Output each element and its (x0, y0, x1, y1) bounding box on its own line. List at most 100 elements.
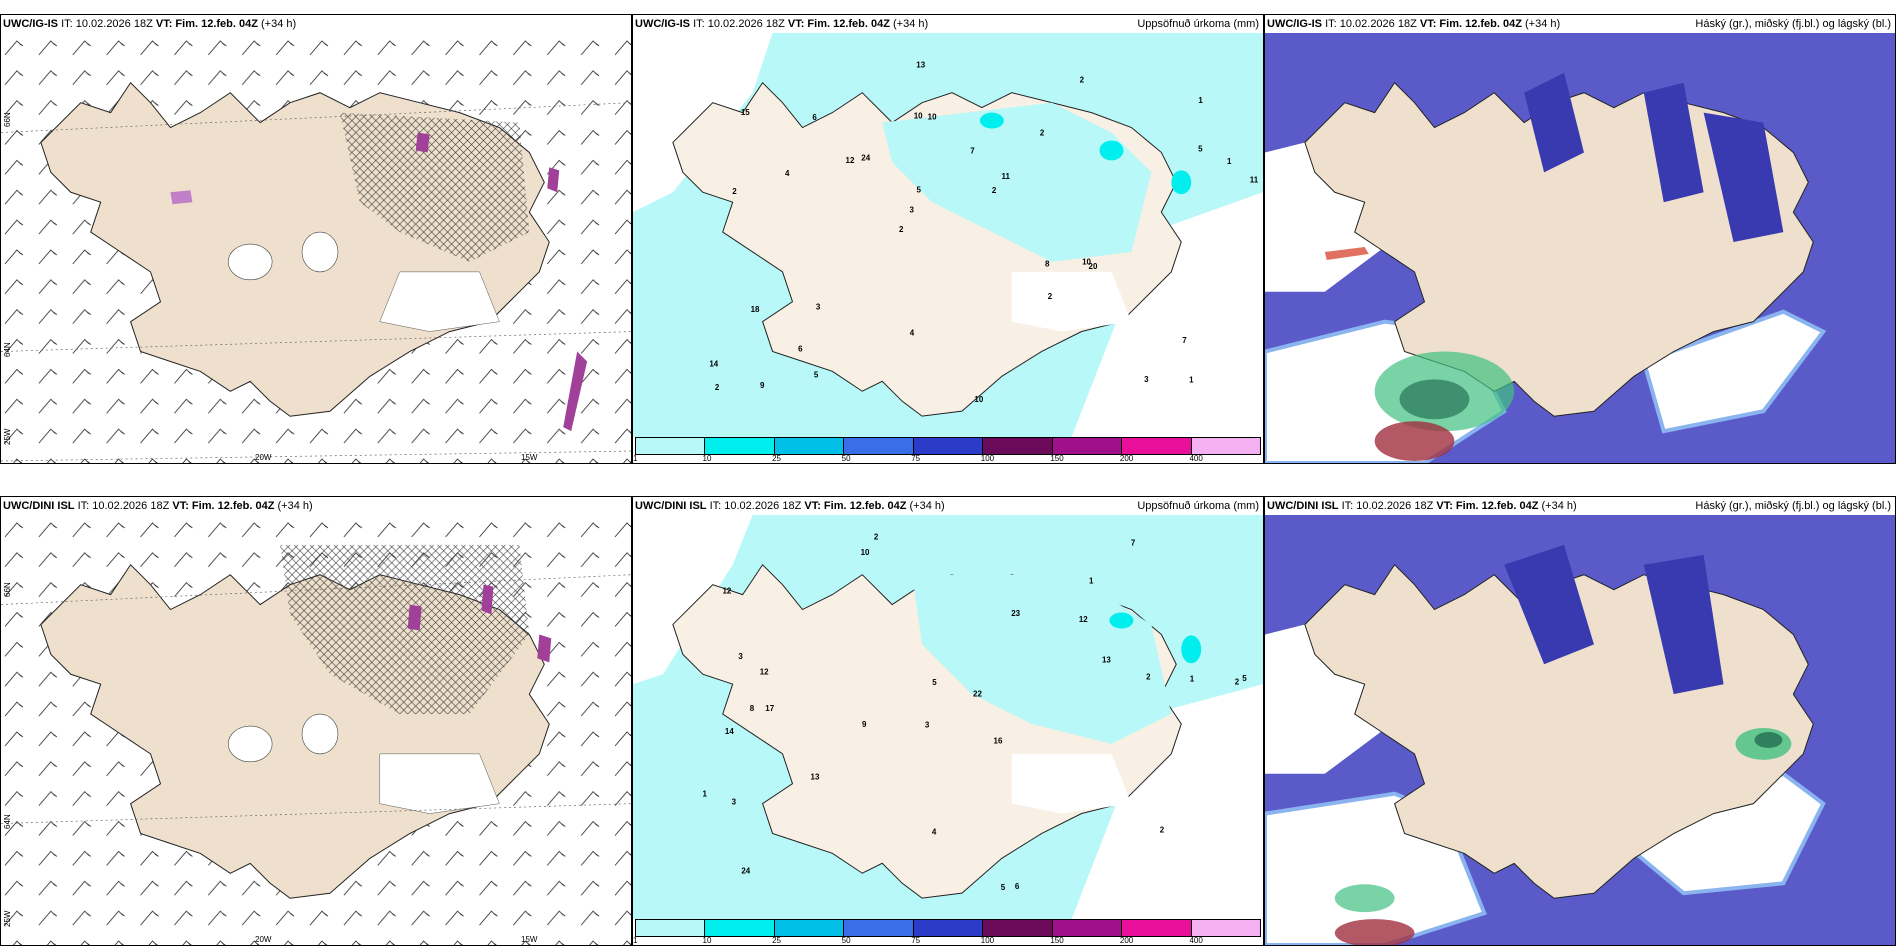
lon-label: 15W (521, 453, 538, 462)
precip-value: 4 (785, 169, 790, 178)
precip-value: 2 (1160, 826, 1165, 835)
precip-value: 1 (702, 789, 707, 798)
lat-label: 66N (3, 582, 12, 597)
precip-value: 13 (1102, 656, 1111, 665)
colorbar-label: 25 (772, 936, 782, 945)
panel-header: UWC/IG-IS IT: 10.02.2026 18Z VT: Fim. 12… (633, 15, 1263, 33)
cloud-map-top (1265, 33, 1895, 463)
colorbar-label: 10 (702, 454, 712, 463)
colorbar-cell (983, 920, 1053, 936)
precip-value: 3 (738, 652, 743, 661)
precip-value: 1 (1190, 674, 1195, 683)
colorbar-cell (983, 438, 1053, 454)
precip-value: 20 (1089, 262, 1098, 271)
precip-value: 12 (846, 156, 855, 165)
colorbar-labels: 1 10 25 50 75 100 150 200 400 (633, 936, 1261, 945)
precip-value: 5 (1001, 883, 1006, 892)
precip-value: 3 (816, 303, 821, 312)
colorbar-cell (636, 920, 706, 936)
colorbar-cell (913, 438, 984, 454)
precip-value: 10 (914, 111, 923, 120)
wind-map-bottom (1, 515, 631, 945)
colorbar-label: 400 (1189, 936, 1203, 945)
precip-value: 8 (750, 704, 755, 713)
wind-map-top (1, 33, 631, 463)
field-title: Háský (gr.), miðský (fj.bl.) og lágský (… (1695, 18, 1891, 30)
precip-value: 7 (1131, 538, 1136, 547)
precip-value: 3 (732, 797, 737, 806)
precip-value: 23 (1011, 609, 1020, 618)
cloud-map-bottom (1265, 515, 1895, 945)
colorbar-cell (1052, 920, 1123, 936)
colorbar-label: 200 (1119, 454, 1134, 463)
panel-top-right: UWC/IG-IS IT: 10.02.2026 18Z VT: Fim. 12… (1264, 14, 1896, 464)
panel-bot-left: UWC/DINI ISL IT: 10.02.2026 18Z VT: Fim.… (0, 496, 632, 946)
field-title: Uppsöfnuð úrkoma (mm) (1137, 500, 1259, 512)
colorbar-cell (844, 438, 914, 454)
precip-value: 4 (910, 328, 915, 337)
precip-value: 7 (970, 146, 975, 155)
lat-label: 64N (3, 814, 12, 829)
precip-value: 6 (798, 345, 803, 354)
colorbar-labels: 1 10 25 50 75 100 150 200 400 (633, 454, 1261, 463)
precip-value: 1 (1189, 375, 1194, 384)
precip-value: 10 (974, 395, 983, 404)
precip-value: 14 (709, 360, 718, 369)
panel-header: UWC/DINI ISL IT: 10.02.2026 18Z VT: Fim.… (633, 497, 1263, 515)
precip-value: 2 (715, 383, 720, 392)
precip-map-top: 1 2 1 2 2 9 10 7 18 24 14 6 10 11 20 15 13 11 8 5 3 4 5 6 2 3 3 7 10… (633, 33, 1263, 437)
precip-value: 3 (1144, 375, 1149, 384)
precip-value: 1 (1227, 157, 1232, 166)
precip-value: 2 (992, 186, 997, 195)
precip-value: 11 (1250, 176, 1259, 185)
colorbar-label: 100 (980, 454, 995, 463)
panel-bot-right: UWC/DINI ISL IT: 10.02.2026 18Z VT: Fim.… (1264, 496, 1896, 946)
panel-bot-mid: UWC/DINI ISL IT: 10.02.2026 18Z VT: Fim.… (632, 496, 1264, 946)
precip-value: 12 (760, 668, 769, 677)
precip-value: 5 (932, 678, 937, 687)
colorbar-cell (774, 438, 845, 454)
precip-value: 6 (812, 113, 817, 122)
precip-value: 2 (1235, 677, 1240, 686)
lon-label: 15W (521, 935, 538, 944)
precip-value: 17 (765, 704, 774, 713)
colorbar-label: 75 (911, 936, 921, 945)
precip-value: 11 (1002, 172, 1011, 181)
colorbar-cell (774, 920, 845, 936)
precip-value: 2 (1040, 129, 1045, 138)
lon-label: 20W (255, 935, 272, 944)
precip-value: 13 (811, 772, 820, 781)
colorbar-label: 25 (772, 454, 782, 463)
precip-value: 5 (814, 371, 819, 380)
colorbar-cells (635, 919, 1261, 937)
colorbar-cell (844, 920, 914, 936)
colorbar-cell (913, 920, 984, 936)
precip-value: 2 (874, 532, 879, 541)
precip-value: 15 (741, 108, 750, 117)
colorbar-label: 150 (1050, 936, 1064, 945)
colorbar-label: 100 (980, 936, 995, 945)
precip-value: 12 (723, 587, 732, 596)
field-title: Uppsöfnuð úrkoma (mm) (1137, 18, 1259, 30)
colorbar-cell (1191, 920, 1260, 936)
precip-value: 10 (861, 548, 870, 557)
panel-top-left: UWC/IG-IS IT: 10.02.2026 18Z VT: Fim. 12… (0, 14, 632, 464)
colorbar-label: 10 (702, 936, 712, 945)
colorbar-label: 1 (633, 454, 638, 463)
lon-label: 20W (255, 453, 272, 462)
precip-value: 9 (760, 381, 765, 390)
precip-value: 10 (1082, 257, 1091, 266)
panel-header: UWC/IG-IS IT: 10.02.2026 18Z VT: Fim. 12… (1265, 15, 1895, 33)
field-title: Háský (gr.), miðský (fj.bl.) og lágský (… (1695, 500, 1891, 512)
colorbar-label: 1 (633, 936, 638, 945)
precip-value: 5 (917, 185, 922, 194)
panel-top-mid: UWC/IG-IS IT: 10.02.2026 18Z VT: Fim. 12… (632, 14, 1264, 464)
precip-value: 6 (1015, 882, 1020, 891)
colorbar-cells (635, 437, 1261, 455)
colorbar-label: 400 (1189, 454, 1203, 463)
colorbar-cell (1052, 438, 1123, 454)
precip-value: 12 (1079, 615, 1088, 624)
precip-value: 5 (1198, 144, 1203, 153)
panel-header: UWC/DINI ISL IT: 10.02.2026 18Z VT: Fim.… (1265, 497, 1895, 515)
precip-value: 13 (916, 60, 925, 69)
